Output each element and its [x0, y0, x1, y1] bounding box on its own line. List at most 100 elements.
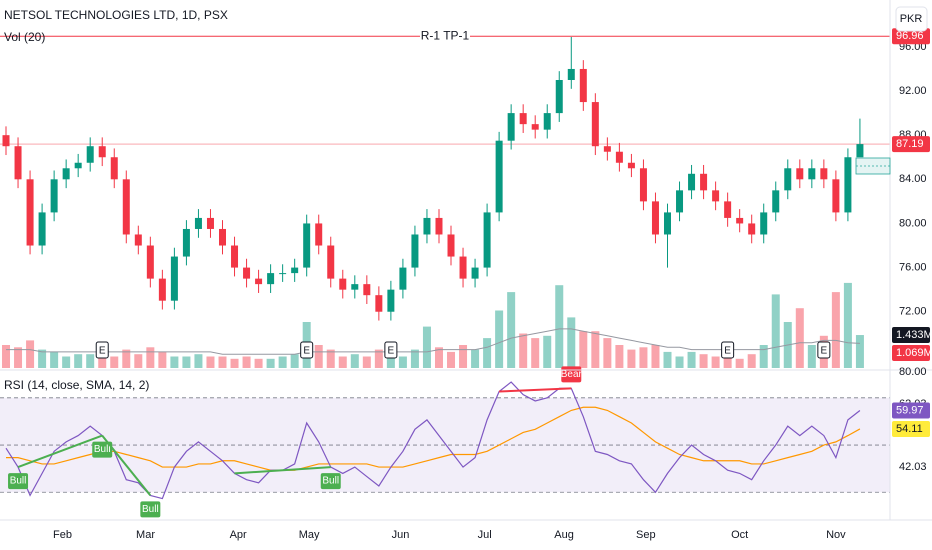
- earnings-label: E: [821, 346, 828, 357]
- candle-body: [423, 217, 431, 235]
- volume-bar: [86, 354, 95, 368]
- candle-body: [724, 201, 732, 218]
- volume-bar: [507, 292, 516, 368]
- candle-body: [243, 267, 251, 279]
- candle-body: [219, 228, 226, 246]
- volume-bar: [723, 356, 732, 368]
- candle-body: [567, 68, 575, 80]
- candle-body: [495, 140, 503, 213]
- volume-bar: [531, 338, 540, 368]
- volume-bar: [795, 308, 804, 368]
- candle-body: [315, 223, 323, 246]
- resistance-label-bg: [420, 29, 470, 44]
- candle-body: [459, 256, 467, 279]
- volume-bar: [687, 351, 696, 368]
- volume-bar: [651, 345, 660, 368]
- volume-bar: [326, 349, 335, 368]
- candle-body: [50, 179, 58, 213]
- volume-bar: [495, 310, 504, 368]
- x-tick-label: Sep: [636, 529, 656, 541]
- candle-body: [712, 190, 720, 202]
- candle-body: [700, 173, 708, 191]
- candle-body: [38, 212, 46, 246]
- volume-bar: [386, 354, 395, 368]
- volume-bar: [663, 351, 672, 368]
- candle-body: [591, 102, 599, 147]
- volume-bar: [627, 349, 636, 368]
- volume-bar: [278, 356, 287, 368]
- resistance-price-label-bg: [892, 28, 930, 45]
- candle-body: [531, 124, 539, 130]
- volume-label-bg: [892, 327, 930, 344]
- volume-bar: [519, 333, 528, 368]
- volume-bar: [122, 349, 131, 368]
- candle-body: [231, 245, 239, 268]
- earnings-badge: [721, 341, 735, 359]
- candle-body: [519, 113, 527, 125]
- candle-body: [170, 256, 178, 301]
- earnings-label: E: [99, 346, 106, 357]
- volume-bar: [26, 340, 35, 368]
- volume-bar: [146, 347, 155, 368]
- candle-body: [844, 157, 852, 213]
- candle-body: [291, 267, 299, 274]
- candle-body: [86, 146, 94, 163]
- resistance-label: R-1 TP-1: [421, 28, 470, 42]
- volume-bar: [158, 351, 167, 368]
- volume-bar: [483, 338, 492, 368]
- volume-bar: [843, 282, 852, 368]
- y-tick-label: 92.00: [899, 85, 927, 97]
- volume-bar: [170, 356, 179, 368]
- candle-body: [736, 217, 744, 224]
- volume-bar: [422, 326, 431, 368]
- last-price-label: 87.19: [896, 138, 924, 150]
- volume-bar: [134, 354, 143, 368]
- last-price-label-bg: [892, 136, 930, 153]
- x-tick-label: Nov: [826, 529, 846, 541]
- currency[interactable]: PKR: [900, 13, 923, 25]
- candle-body: [146, 245, 154, 279]
- candle-body: [26, 179, 34, 246]
- volume-bar: [410, 349, 419, 368]
- candle-body: [255, 278, 263, 285]
- pane-label: 80.00: [899, 366, 927, 378]
- candle-body: [327, 245, 335, 279]
- candle-body: [110, 157, 118, 180]
- divergence-label: Bull: [10, 476, 27, 487]
- candle-body: [651, 201, 659, 235]
- candle-body: [303, 223, 311, 268]
- candle-body: [411, 234, 419, 268]
- volume-bar: [50, 351, 59, 368]
- candle-body: [194, 217, 202, 229]
- divergence-label: Bull: [322, 476, 339, 487]
- rsi-label: 59.97: [896, 404, 924, 416]
- y-tick-label: 76.00: [899, 261, 927, 273]
- volume-bar: [338, 356, 347, 368]
- overlay: 72.0076.0080.0084.0088.0092.0096.0062.03…: [53, 28, 932, 541]
- currency-button[interactable]: [895, 6, 928, 32]
- volume-bar: [254, 358, 263, 368]
- volume-bar: [2, 345, 11, 368]
- volume-bar: [447, 351, 456, 368]
- volume-title: Vol (20): [4, 30, 45, 44]
- volume-bar: [555, 285, 564, 368]
- candle-body: [435, 217, 443, 235]
- volume-bar: [639, 347, 648, 368]
- y-tick-label: 72.00: [899, 306, 927, 318]
- volume-bar: [855, 335, 864, 368]
- divergence-line: [101, 434, 152, 497]
- x-tick-label: Oct: [731, 529, 748, 541]
- volume-bar: [230, 358, 239, 368]
- candle-body: [134, 234, 142, 246]
- volume-bar: [182, 356, 191, 368]
- x-tick-label: Aug: [554, 529, 574, 541]
- divergence-label: Bull: [94, 444, 111, 455]
- candle-body: [387, 289, 395, 312]
- volume-bar: [579, 331, 588, 368]
- volume-bar: [807, 345, 816, 368]
- rsi-sma-label-bg: [892, 420, 930, 437]
- x-tick-label: Jun: [392, 529, 410, 541]
- volume-bar: [747, 354, 756, 368]
- volume-bar: [398, 356, 407, 368]
- candle-body: [375, 295, 383, 312]
